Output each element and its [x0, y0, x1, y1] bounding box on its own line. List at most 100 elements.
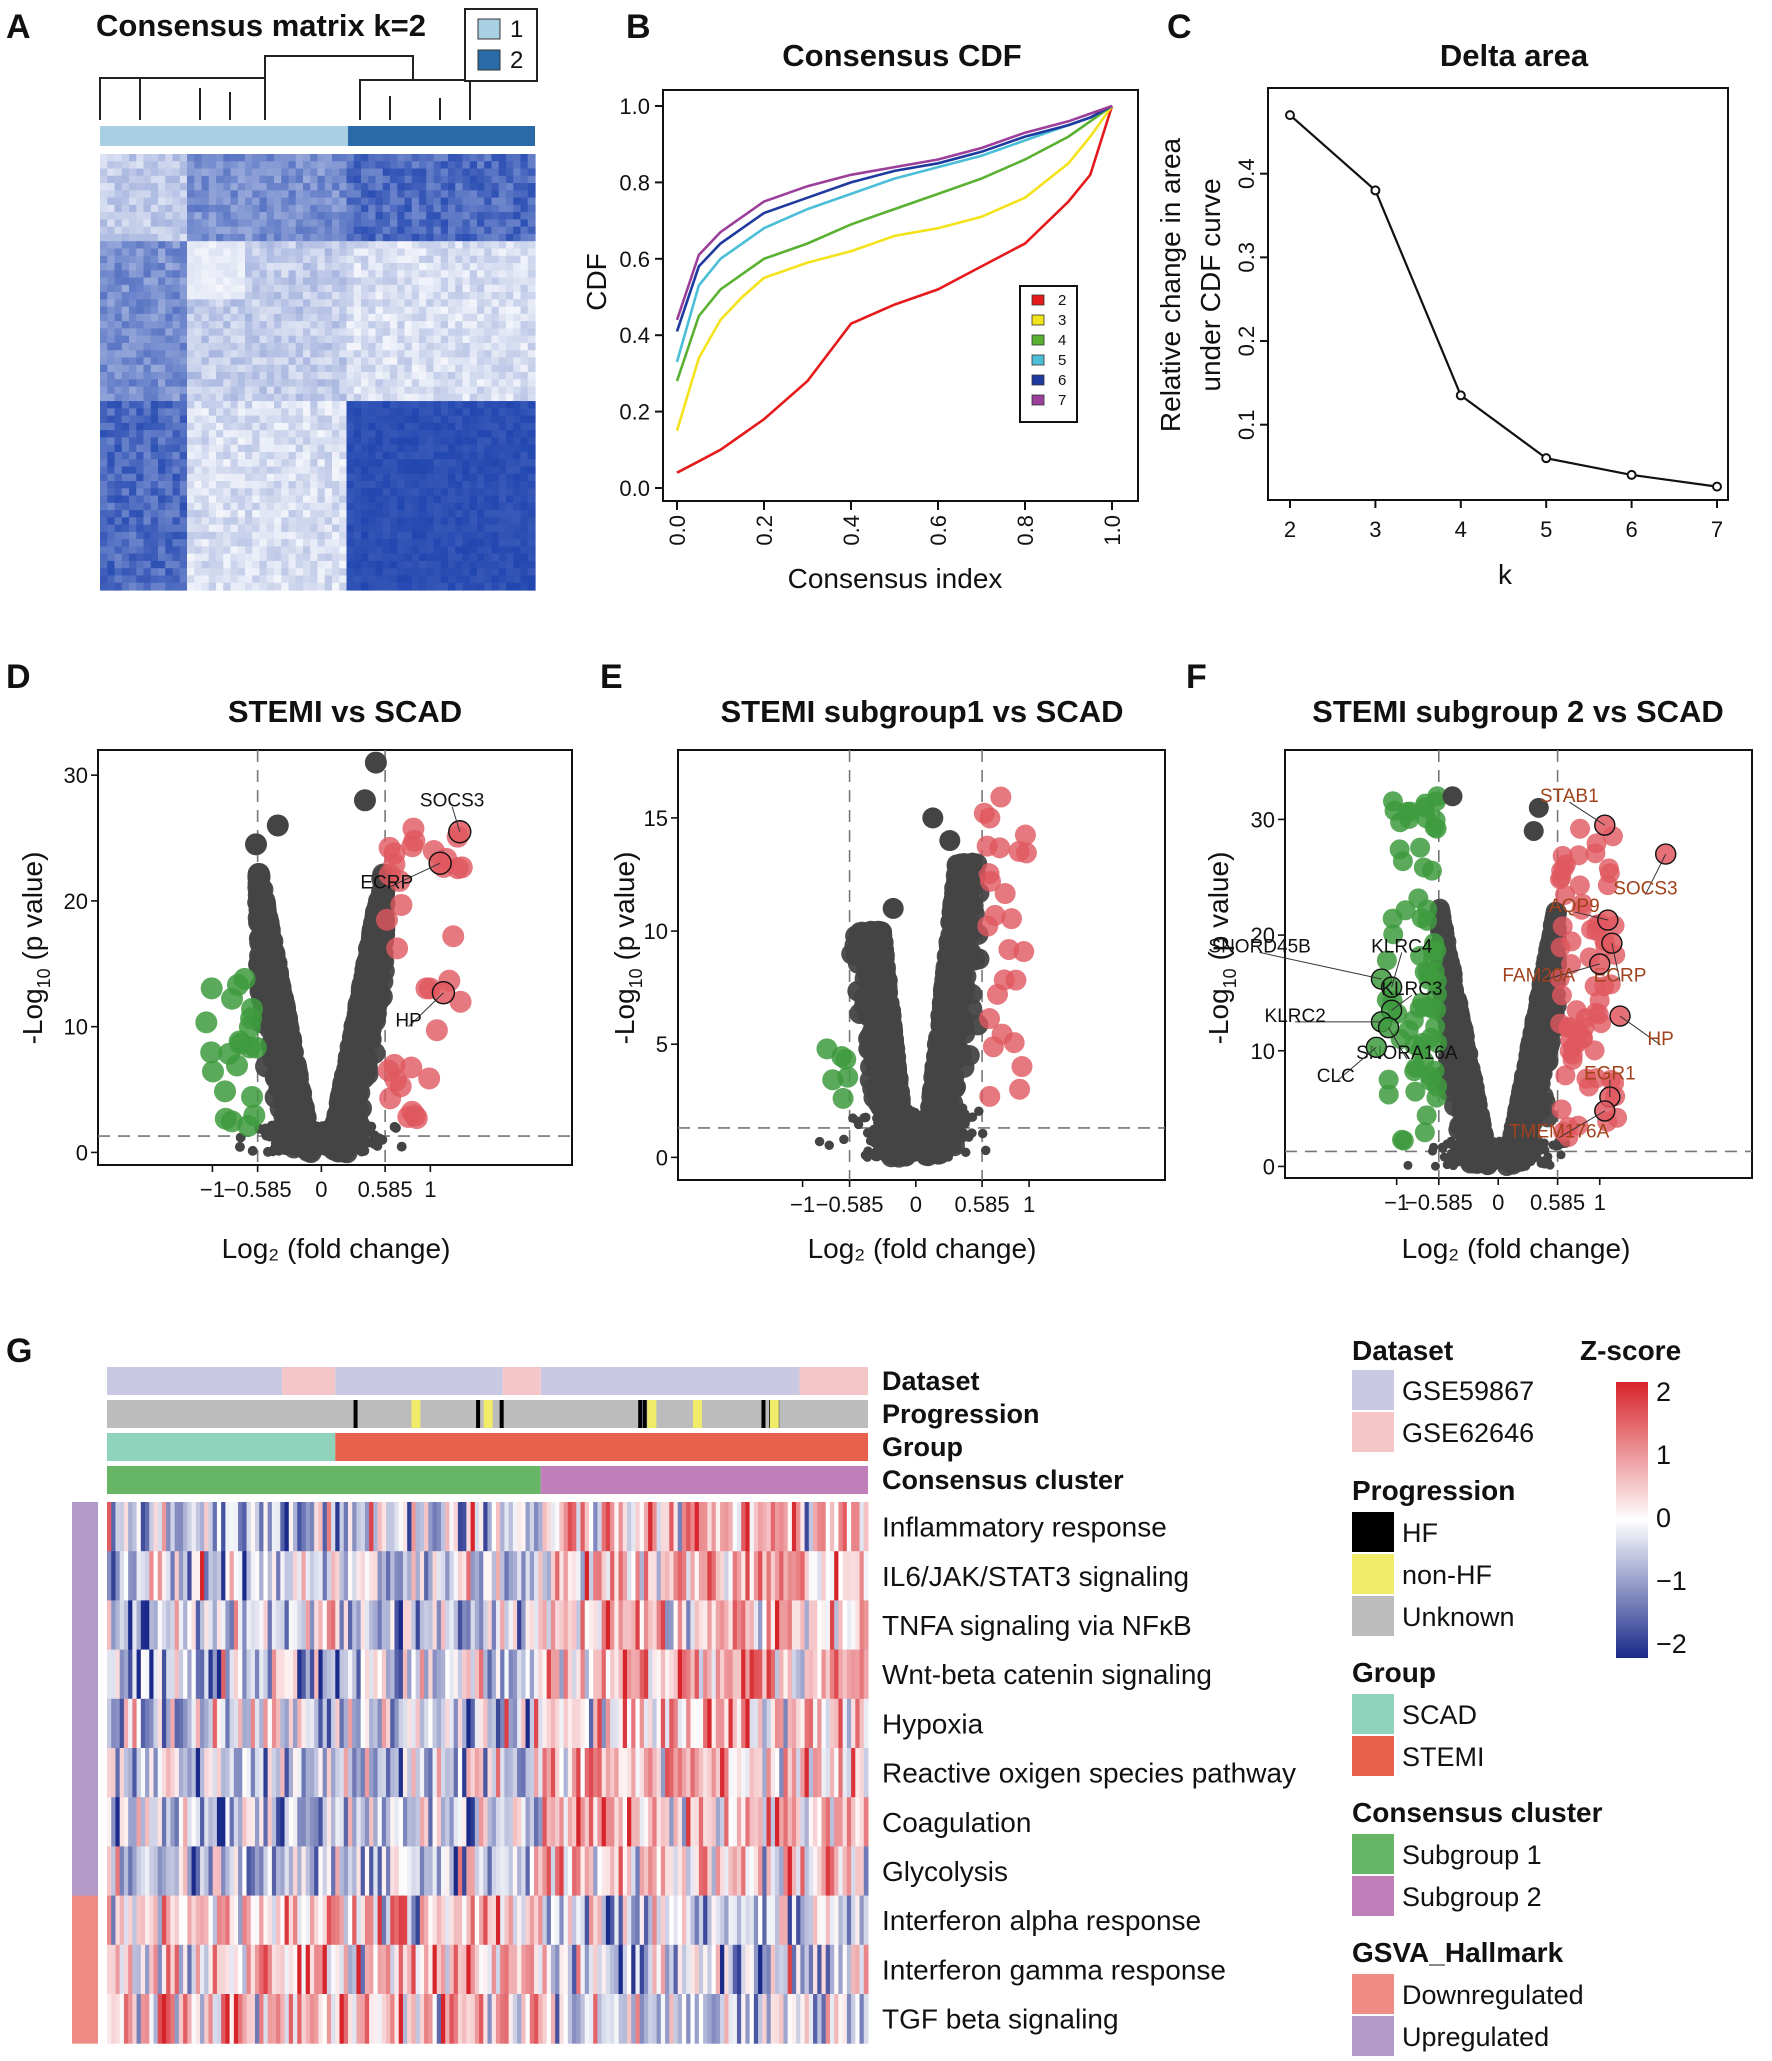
heatmap-cell: [201, 364, 210, 373]
heatmap-cell: [201, 379, 210, 388]
heatmap-cell: [107, 386, 116, 395]
heatmap-cell: [484, 313, 493, 322]
heatmap-cell: [100, 306, 108, 315]
heatmap-cell: [375, 415, 384, 424]
heatmap-cell: [172, 488, 181, 497]
heatmap-cell: [317, 473, 326, 482]
heatmap-cell: [368, 510, 377, 518]
heatmap-cell: [390, 481, 398, 489]
heatmap-cell: [324, 226, 333, 235]
heatmap-cell: [397, 284, 406, 293]
heatmap-cell: [520, 531, 529, 540]
heatmap-cell: [477, 270, 485, 279]
heatmap-cell: [136, 190, 145, 199]
heatmap-cell: [295, 401, 304, 409]
heatmap-cell: [448, 517, 456, 526]
heatmap-cell: [455, 219, 464, 228]
heatmap-cell: [484, 241, 493, 250]
heatmap-cell: [237, 539, 246, 547]
heatmap-cell: [317, 408, 326, 417]
heatmap-cell: [158, 350, 166, 359]
heatmap-cell: [332, 183, 340, 191]
heatmap-cell: [506, 401, 514, 409]
heatmap-cell: [484, 444, 493, 453]
heatmap-cell: [317, 190, 326, 199]
heatmap-cell: [114, 263, 123, 271]
heatmap-cell: [469, 408, 478, 417]
heatmap-cell: [259, 415, 268, 424]
heatmap-cell: [375, 277, 384, 286]
heatmap-cell: [390, 459, 398, 468]
heatmap-cell: [484, 175, 493, 184]
heatmap-cell: [150, 510, 159, 518]
heatmap-cell: [346, 379, 355, 388]
heatmap-cell: [339, 270, 348, 279]
heatmap-cell: [462, 575, 471, 584]
heatmap-cell: [201, 197, 210, 206]
heatmap-cell: [382, 183, 391, 191]
heatmap-cell: [491, 197, 500, 206]
heatmap-cell: [491, 292, 500, 300]
heatmap-cell: [448, 263, 456, 271]
heatmap-cell: [237, 175, 246, 184]
heatmap-cell: [266, 313, 275, 322]
heatmap-cell: [448, 226, 456, 235]
heatmap-cell: [107, 524, 116, 533]
heatmap-cell: [274, 335, 282, 344]
heatmap-cell: [136, 197, 145, 206]
heatmap-cell: [462, 154, 471, 162]
heatmap-cell: [426, 306, 435, 315]
heatmap-cell: [266, 546, 275, 555]
heatmap-cell: [303, 481, 311, 489]
heatmap-cell: [223, 401, 232, 409]
heatmap-cell: [237, 459, 246, 468]
heatmap-cell: [339, 430, 348, 438]
heatmap-cell: [404, 161, 413, 170]
heatmap-cell: [375, 444, 384, 453]
heatmap-cell: [107, 531, 116, 540]
heatmap-cell: [295, 190, 304, 199]
heatmap-cell: [332, 401, 340, 409]
heatmap-cell: [295, 517, 304, 526]
heatmap-cell: [114, 553, 123, 562]
heatmap-cell: [462, 481, 471, 489]
heatmap-cell: [129, 204, 137, 213]
heatmap-cell: [346, 226, 355, 235]
heatmap-cell: [230, 546, 239, 555]
heatmap-cell: [448, 190, 456, 199]
panel-c-delta-area: C Delta area 0.10.20.30.42 3 4 5 6 7 k Relati…: [1155, 8, 1729, 590]
heatmap-cell: [477, 430, 485, 438]
heatmap-cell: [339, 582, 348, 591]
heatmap-cell: [361, 168, 369, 177]
heatmap-cell: [520, 321, 529, 329]
heatmap-cell: [448, 372, 456, 380]
heatmap-cell: [324, 502, 333, 511]
heatmap-cell: [346, 212, 355, 220]
heatmap-cell: [368, 560, 377, 569]
heatmap-cell: [433, 306, 442, 315]
heatmap-cell: [266, 488, 275, 497]
heatmap-cell: [295, 459, 304, 468]
heatmap-cell: [136, 553, 145, 562]
cluster-bar-1: [100, 126, 348, 146]
heatmap-cell: [245, 582, 253, 591]
heatmap-cell: [520, 299, 529, 308]
heatmap-cell: [150, 212, 159, 220]
heatmap-cell: [187, 553, 195, 562]
heatmap-cell: [114, 197, 123, 206]
heatmap-cell: [346, 277, 355, 286]
heatmap-cell: [266, 393, 275, 402]
heatmap-cell: [223, 284, 232, 293]
heatmap-cell: [107, 299, 116, 308]
heatmap-cell: [179, 502, 188, 511]
heatmap-cell: [216, 204, 224, 213]
heatmap-cell: [114, 495, 123, 504]
heatmap-cell: [223, 531, 232, 540]
heatmap-cell: [353, 350, 362, 359]
heatmap-cell: [513, 219, 522, 228]
heatmap-cell: [397, 422, 406, 431]
x-tick-label: 1.0: [1100, 515, 1125, 546]
heatmap-cell: [353, 517, 362, 526]
heatmap-cell: [194, 401, 203, 409]
heatmap-cell: [194, 154, 203, 162]
